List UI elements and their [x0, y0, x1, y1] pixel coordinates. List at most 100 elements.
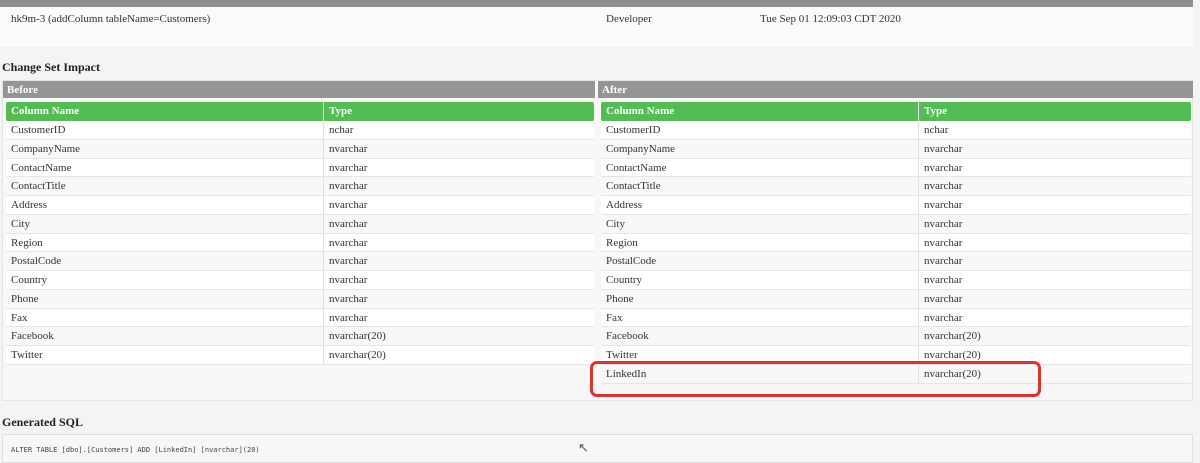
changeset-id: hk9m-3 (addColumn tableName=Customers): [11, 13, 211, 25]
column-name-cell: City: [601, 214, 919, 233]
column-name-cell: LinkedIn: [601, 364, 919, 383]
column-type-cell: nvarchar(20): [924, 367, 981, 380]
column-type-cell: nvarchar: [924, 199, 963, 211]
column-type-cell: nvarchar: [329, 292, 368, 305]
table-row: Phone nvarchar: [601, 289, 1191, 309]
column-name-cell: Fax: [6, 308, 324, 327]
column-name-cell: Twitter: [601, 346, 919, 364]
column-type-cell: nvarchar: [924, 274, 963, 286]
column-type-cell: nchar: [924, 124, 949, 136]
column-name-cell: City: [6, 214, 324, 233]
table-row: PostalCode nvarchar: [601, 252, 1191, 271]
table-row: Country nvarchar: [601, 271, 1191, 290]
column-type-cell: nvarchar(20): [329, 349, 386, 361]
sql-box: ALTER TABLE [dbo].[Customers] ADD [Linke…: [2, 434, 1193, 463]
column-type-cell: nvarchar: [329, 161, 368, 174]
table-row: PostalCode nvarchar: [6, 252, 594, 271]
after-table: Column Name Type CustomerID nchar CompanyNa…: [601, 102, 1191, 384]
table-row: Address nvarchar: [601, 196, 1191, 215]
column-type-cell: nchar: [329, 124, 354, 136]
table-row: City nvarchar: [6, 214, 594, 234]
table-row: LinkedIn nvarchar(20): [601, 364, 1191, 384]
column-name-cell: Address: [601, 196, 919, 214]
after-header: After: [598, 81, 1193, 98]
column-name-cell: Fax: [601, 308, 919, 327]
column-name-cell: Region: [601, 233, 919, 252]
column-name-cell: Address: [6, 196, 324, 214]
column-type-cell: nvarchar: [329, 311, 368, 324]
col-type-header: Type: [329, 105, 353, 117]
table-row: Region nvarchar: [601, 233, 1191, 253]
column-name-cell: Phone: [601, 289, 919, 308]
impact-title: Change Set Impact: [2, 60, 100, 74]
table-row: City nvarchar: [601, 214, 1191, 234]
table-row: Region nvarchar: [6, 233, 594, 253]
changeset-author: Developer: [606, 13, 652, 25]
column-type-cell: nvarchar: [924, 180, 963, 193]
column-name-cell: Region: [6, 233, 324, 252]
column-name-cell: ContactTitle: [6, 177, 324, 195]
changeset-table-header: [0, 0, 1193, 7]
table-row: ContactName nvarchar: [6, 158, 594, 178]
before-table: Column Name Type CustomerID nchar CompanyNa…: [6, 102, 594, 365]
column-type-cell: nvarchar(20): [329, 330, 386, 343]
column-type-cell: nvarchar(20): [924, 330, 981, 343]
column-name-cell: CustomerID: [601, 121, 919, 139]
table-row: Fax nvarchar: [601, 308, 1191, 328]
column-type-cell: nvarchar: [924, 161, 963, 174]
column-type-cell: nvarchar: [329, 180, 368, 193]
table-row: Twitter nvarchar(20): [601, 346, 1191, 365]
col-name-header: Column Name: [601, 102, 919, 121]
table-row: ContactName nvarchar: [601, 158, 1191, 178]
col-type-header: Type: [924, 105, 948, 117]
sql-title: Generated SQL: [2, 415, 83, 429]
col-name-header: Column Name: [6, 102, 324, 121]
column-type-cell: nvarchar: [329, 236, 368, 249]
column-name-cell: ContactTitle: [601, 177, 919, 195]
table-row: Twitter nvarchar(20): [6, 346, 594, 365]
column-type-cell: nvarchar(20): [924, 349, 981, 361]
column-name-cell: ContactName: [601, 158, 919, 177]
column-type-cell: nvarchar: [924, 142, 963, 155]
table-row: Phone nvarchar: [6, 289, 594, 309]
table-row: Facebook nvarchar(20): [601, 327, 1191, 346]
table-row: ContactTitle nvarchar: [6, 177, 594, 196]
column-type-cell: nvarchar: [329, 255, 368, 268]
changeset-date: Tue Sep 01 12:09:03 CDT 2020: [760, 13, 901, 25]
column-name-cell: Twitter: [6, 346, 324, 364]
mouse-cursor-icon: ↖: [578, 440, 589, 455]
column-type-cell: nvarchar: [924, 292, 963, 305]
impact-panel: Before After Column Name Type CustomerID n…: [2, 80, 1193, 401]
column-name-cell: Country: [6, 271, 324, 289]
table-row: Fax nvarchar: [6, 308, 594, 328]
column-name-cell: Facebook: [601, 327, 919, 345]
column-type-cell: nvarchar: [924, 217, 963, 230]
table-row: ContactTitle nvarchar: [601, 177, 1191, 196]
column-type-cell: nvarchar: [329, 274, 368, 286]
column-type-cell: nvarchar: [924, 311, 963, 324]
table-row: Country nvarchar: [6, 271, 594, 290]
column-name-cell: CustomerID: [6, 121, 324, 139]
column-type-cell: nvarchar: [924, 236, 963, 249]
column-type-cell: nvarchar: [329, 199, 368, 211]
column-type-cell: nvarchar: [329, 217, 368, 230]
column-name-cell: PostalCode: [601, 252, 919, 270]
column-name-cell: ContactName: [6, 158, 324, 177]
column-name-cell: PostalCode: [6, 252, 324, 270]
column-type-cell: nvarchar: [329, 142, 368, 155]
table-row: Facebook nvarchar(20): [6, 327, 594, 346]
table-row: CompanyName nvarchar: [6, 139, 594, 159]
column-name-cell: Facebook: [6, 327, 324, 345]
column-name-cell: Phone: [6, 289, 324, 308]
table-row: CustomerID nchar: [601, 121, 1191, 140]
table-row: CustomerID nchar: [6, 121, 594, 140]
table-row: Address nvarchar: [6, 196, 594, 215]
column-name-cell: Country: [601, 271, 919, 289]
changeset-row: hk9m-3 (addColumn tableName=Customers) D…: [0, 7, 1193, 47]
column-type-cell: nvarchar: [924, 255, 963, 268]
new-column-highlight: [590, 361, 1041, 397]
column-name-cell: CompanyName: [601, 139, 919, 158]
column-name-cell: CompanyName: [6, 139, 324, 158]
before-header: Before: [3, 81, 595, 98]
table-row: CompanyName nvarchar: [601, 139, 1191, 159]
